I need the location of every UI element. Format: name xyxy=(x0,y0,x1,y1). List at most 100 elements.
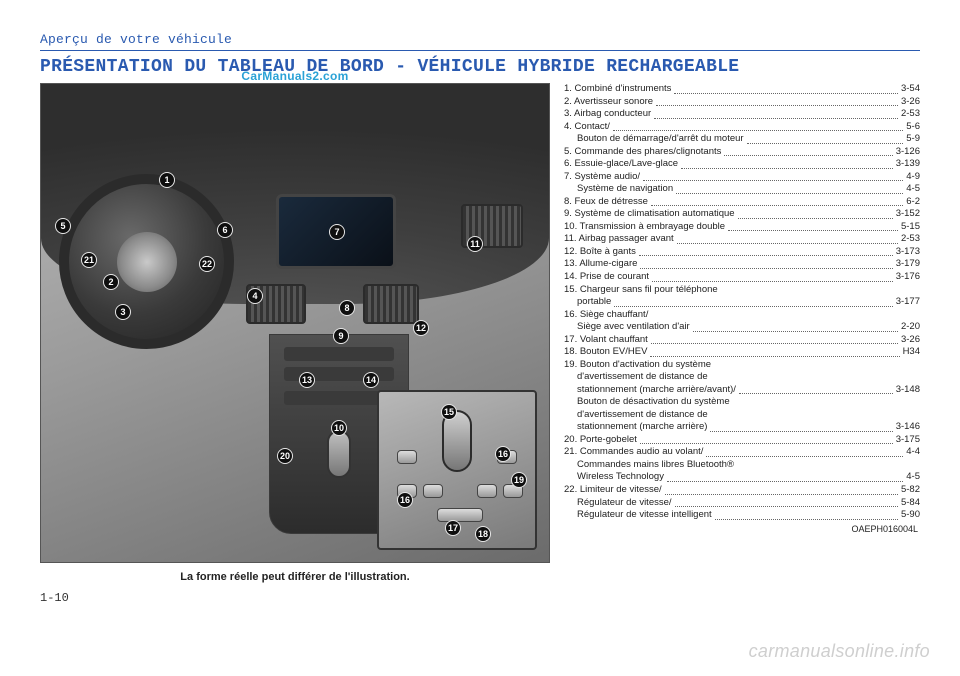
list-item-text: Bouton de démarrage/d'arrêt du moteur xyxy=(577,133,744,146)
air-vent xyxy=(363,284,419,324)
list-item: 13. Allume-cigare 3-179 xyxy=(564,258,920,271)
image-code: OAEPH016004L xyxy=(564,524,920,536)
list-item-page: 5-84 xyxy=(901,497,920,510)
leader-dots xyxy=(710,421,892,432)
list-item: Régulateur de vitesse/5-84 xyxy=(564,497,920,510)
leader-dots xyxy=(728,221,898,232)
list-item-text: Commandes mains libres Bluetooth® xyxy=(577,459,734,472)
callout-marker: 15 xyxy=(441,404,457,420)
list-item-text: 13. Allume-cigare xyxy=(564,258,637,271)
list-item: 7. Système audio/4-9 xyxy=(564,171,920,184)
list-item-page: H34 xyxy=(903,346,920,359)
list-item-text: 9. Système de climatisation automatique xyxy=(564,208,735,221)
leader-dots xyxy=(639,246,893,257)
list-item-page: 3-54 xyxy=(901,83,920,96)
list-item: 9. Système de climatisation automatique 3… xyxy=(564,208,920,221)
leader-dots xyxy=(674,83,898,94)
list-item: Bouton de démarrage/d'arrêt du moteur 5-9 xyxy=(564,133,920,146)
steering-hub xyxy=(117,232,177,292)
list-item-text: stationnement (marche arrière) xyxy=(577,421,707,434)
list-item-page: 5-9 xyxy=(906,133,920,146)
list-item: 21. Commandes audio au volant/4-4 xyxy=(564,446,920,459)
leader-dots xyxy=(651,334,898,345)
content-row: CarManuals2.com xyxy=(40,83,920,583)
list-item-page: 4-5 xyxy=(906,471,920,484)
dashboard-illustration: 151619161718 1562122234789111213141020 xyxy=(40,83,550,563)
list-item-page: 3-126 xyxy=(896,146,920,159)
leader-dots xyxy=(652,271,893,282)
callout-marker: 10 xyxy=(331,420,347,436)
list-item-page: 3-175 xyxy=(896,434,920,447)
list-item-page: 3-26 xyxy=(901,96,920,109)
list-item-text: Bouton de désactivation du système xyxy=(577,396,730,409)
watermark-top: CarManuals2.com xyxy=(241,69,348,83)
leader-dots xyxy=(640,258,892,269)
list-item: 5. Commande des phares/clignotants3-126 xyxy=(564,146,920,159)
leader-dots xyxy=(706,446,903,457)
list-item-text: stationnement (marche arrière/avant)/ xyxy=(577,384,736,397)
callout-marker: 5 xyxy=(55,218,71,234)
list-item: 1. Combiné d'instruments3-54 xyxy=(564,83,920,96)
leader-dots xyxy=(681,158,893,169)
leader-dots xyxy=(747,133,904,144)
leader-dots xyxy=(739,384,893,395)
callout-marker: 12 xyxy=(413,320,429,336)
list-item-text: d'avertissement de distance de xyxy=(577,371,708,384)
list-item: Régulateur de vitesse intelligent 5-90 xyxy=(564,509,920,522)
list-item-page: 4-4 xyxy=(906,446,920,459)
list-item-text: 21. Commandes audio au volant/ xyxy=(564,446,703,459)
callout-marker: 20 xyxy=(277,448,293,464)
list-item: 19. Bouton d'activation du système xyxy=(564,359,920,372)
leader-dots xyxy=(613,121,903,132)
section-label: Aperçu de votre véhicule xyxy=(40,32,232,47)
list-item: 22. Limiteur de vitesse/5-82 xyxy=(564,484,920,497)
list-item-page: 3-26 xyxy=(901,334,920,347)
list-item: d'avertissement de distance de xyxy=(564,409,920,422)
reference-list: 1. Combiné d'instruments3-542. Avertisse… xyxy=(564,83,920,583)
list-item-page: 3-177 xyxy=(896,296,920,309)
list-item-text: 4. Contact/ xyxy=(564,121,610,134)
list-item: 16. Siège chauffant/ xyxy=(564,309,920,322)
page-title: PRÉSENTATION DU TABLEAU DE BORD - VÉHICU… xyxy=(40,57,920,77)
list-item: 3. Airbag conducteur2-53 xyxy=(564,108,920,121)
list-item: 12. Boîte à gants3-173 xyxy=(564,246,920,259)
list-item: 14. Prise de courant3-176 xyxy=(564,271,920,284)
leader-dots xyxy=(614,296,892,307)
callout-marker: 7 xyxy=(329,224,345,240)
callout-marker: 14 xyxy=(363,372,379,388)
list-item: 6. Essuie-glace/Lave-glace3-139 xyxy=(564,158,920,171)
callout-marker: 1 xyxy=(159,172,175,188)
list-item-page: 4-5 xyxy=(906,183,920,196)
list-item: 2. Avertisseur sonore 3-26 xyxy=(564,96,920,109)
callout-marker: 6 xyxy=(217,222,233,238)
manual-page: Aperçu de votre véhicule PRÉSENTATION DU… xyxy=(40,30,920,646)
list-item-page: 3-173 xyxy=(896,246,920,259)
leader-dots xyxy=(654,108,898,119)
gear-lever xyxy=(327,430,351,478)
callout-marker: 16 xyxy=(495,446,511,462)
list-item-text: portable xyxy=(577,296,611,309)
leader-dots xyxy=(676,183,903,194)
list-item-text: 17. Volant chauffant xyxy=(564,334,648,347)
list-item-text: 2. Avertisseur sonore xyxy=(564,96,653,109)
list-item-text: 6. Essuie-glace/Lave-glace xyxy=(564,158,678,171)
leader-dots xyxy=(656,96,898,107)
list-item-page: 3-179 xyxy=(896,258,920,271)
list-item: 11. Airbag passager avant2-53 xyxy=(564,233,920,246)
callout-marker: 2 xyxy=(103,274,119,290)
list-item-text: Régulateur de vitesse intelligent xyxy=(577,509,712,522)
console-button xyxy=(423,484,443,498)
list-item: Wireless Technology4-5 xyxy=(564,471,920,484)
list-item: Siège avec ventilation d'air2-20 xyxy=(564,321,920,334)
list-item-text: Régulateur de vitesse/ xyxy=(577,497,672,510)
list-item-page: 3-176 xyxy=(896,271,920,284)
list-item-page: 2-20 xyxy=(901,321,920,334)
list-item: 8. Feux de détresse6-2 xyxy=(564,196,920,209)
list-item-page: 3-152 xyxy=(896,208,920,221)
console-button xyxy=(397,450,417,464)
list-item: 18. Bouton EV/HEVH34 xyxy=(564,346,920,359)
leader-dots xyxy=(640,434,893,445)
leader-dots xyxy=(675,497,898,508)
list-item-page: 6-2 xyxy=(906,196,920,209)
list-item-page: 5-90 xyxy=(901,509,920,522)
